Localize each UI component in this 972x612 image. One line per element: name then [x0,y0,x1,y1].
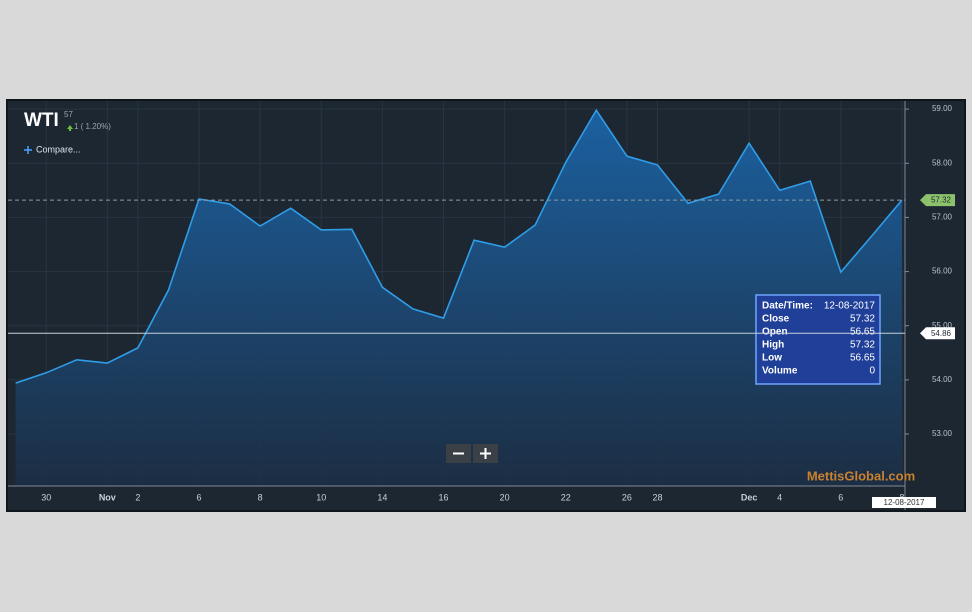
x-tick-label: 22 [561,492,571,502]
y-tick-label: 54.00 [932,375,953,384]
x-tick-label: Dec [741,492,758,502]
x-tick-label: 2 [135,492,140,502]
x-tick-label: 6 [838,492,843,502]
x-tick-label: 26 [622,492,632,502]
tooltip-value: 57.32 [850,314,875,325]
up-arrow-icon [67,125,73,131]
date-tag [872,497,936,508]
x-tick-label: 30 [41,492,51,502]
plot [15,108,903,486]
plus-icon [480,448,491,459]
tooltip-key: Low [762,353,782,364]
tooltip-key: Date/Time: [762,301,813,312]
x-tick-label: 20 [500,492,510,502]
compare-button[interactable]: Compare... [36,144,81,154]
tooltip-value: 56.65 [850,327,875,338]
tooltip-value: 12-08-2017 [824,301,876,312]
x-tick-label: 14 [377,492,387,502]
tooltip-key: Volume [762,366,798,377]
y-tick-label: 56.00 [932,267,953,276]
last-price-label: 57.32 [931,196,952,205]
date-label: 12-08-2017 [884,498,925,507]
tooltip-box [755,294,881,385]
x-tick-label: 28 [652,492,662,502]
y-tick-label: 58.00 [932,158,953,167]
crosshair-tag [920,327,955,340]
crosshair-label: 54.86 [931,329,952,338]
zoom-controls [446,444,498,463]
tooltip-value: 56.65 [850,353,875,364]
y-tick-label: 57.00 [932,213,953,222]
x-tick-label: 16 [439,492,449,502]
tooltip-key: Open [762,327,788,338]
last-value: 57 [64,110,73,119]
watermark: MettisGlobal.com [807,468,915,483]
tooltip-key: Close [762,314,790,325]
y-tick-label: 53.00 [932,429,953,438]
line [15,108,903,384]
area [15,110,902,486]
tooltip-value: 57.32 [850,340,875,351]
x-tick-label: 8 [258,492,263,502]
x-tick-label: 10 [316,492,326,502]
y-tick-label: 59.00 [932,104,953,113]
tooltip: Date/Time: 12-08-2017 Close 57.32 Open 56.65 H… [755,294,881,385]
last-price-tag [920,194,955,207]
change: 1 ( 1.20%) [74,122,111,131]
y-tick-label: 55.00 [932,321,953,330]
x-tick-label: Nov [99,492,116,502]
tooltip-value: 0 [869,366,875,377]
x-tick-label: 6 [197,492,202,502]
compare-icon[interactable] [24,146,32,154]
symbol: WTI [24,110,59,131]
tooltip-key: High [762,340,784,351]
x-tick-label: 4 [777,492,782,502]
